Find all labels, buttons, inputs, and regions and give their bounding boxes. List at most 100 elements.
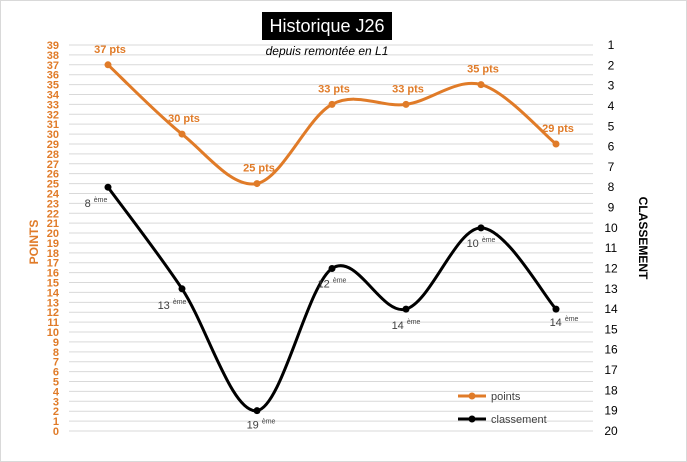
y2-tick-label: 4 — [608, 99, 615, 113]
y2-tick-label: 1 — [608, 38, 615, 52]
classement-data-label: 14 ème — [392, 319, 421, 332]
y2-tick-label: 2 — [608, 58, 615, 72]
y-tick-label: 36 — [47, 70, 59, 82]
y-tick-label: 21 — [47, 218, 59, 230]
points-data-label: 30 pts — [168, 113, 200, 125]
y-tick-label: 38 — [47, 50, 59, 62]
y-tick-label: 35 — [47, 80, 59, 92]
y-tick-label: 27 — [47, 159, 59, 171]
y-tick-label: 34 — [47, 89, 60, 101]
y2-tick-label: 9 — [608, 201, 615, 215]
y-tick-label: 12 — [47, 307, 59, 319]
y2-tick-label: 15 — [604, 322, 618, 336]
y-tick-label: 33 — [47, 99, 59, 111]
y-tick-label: 23 — [47, 198, 59, 210]
y-tick-label: 19 — [47, 238, 59, 250]
ordinal-suffix: ème — [407, 319, 421, 326]
classement-data-label: 14 ème — [550, 316, 579, 329]
classement-data-label: 19 ème — [247, 419, 276, 432]
y-tick-label: 31 — [47, 119, 59, 131]
y2-tick-label: 14 — [604, 302, 618, 316]
ordinal-suffix: ème — [94, 197, 108, 204]
points-marker — [477, 81, 485, 89]
y-axis-title: POINTS — [27, 220, 41, 265]
y2-axis-title: CLASSEMENT — [636, 197, 650, 280]
y-tick-label: 8 — [53, 347, 59, 359]
y-tick-label: 11 — [47, 317, 59, 329]
y2-tick-label: 17 — [604, 363, 618, 377]
points-marker — [178, 130, 186, 138]
classement-marker — [178, 285, 186, 293]
y-tick-label: 1 — [53, 416, 59, 428]
y-tick-label: 26 — [47, 169, 59, 181]
y-tick-label: 30 — [47, 129, 59, 141]
points-marker — [253, 180, 261, 188]
ordinal-suffix: ème — [262, 419, 276, 426]
y2-tick-label: 8 — [608, 180, 615, 194]
points-data-label: 33 pts — [318, 83, 350, 95]
y-tick-label: 15 — [47, 278, 59, 290]
y2-tick-label: 16 — [604, 343, 618, 357]
points-data-label: 35 pts — [467, 64, 499, 76]
legend-classement-label: classement — [491, 414, 547, 426]
points-data-label: 25 pts — [243, 163, 275, 175]
points-marker — [402, 100, 410, 108]
y-tick-label: 24 — [47, 188, 60, 200]
ordinal-suffix: ème — [173, 299, 187, 306]
y-tick-label: 13 — [47, 297, 59, 309]
y2-tick-label: 13 — [604, 282, 618, 296]
classement-marker — [477, 224, 485, 232]
legend-points-marker — [468, 392, 476, 400]
y-tick-label: 14 — [47, 287, 60, 299]
classement-marker — [402, 305, 410, 313]
y-tick-label: 28 — [47, 149, 59, 161]
y-tick-label: 7 — [53, 357, 59, 369]
classement-data-label: 12 ème — [318, 277, 347, 290]
chart-subtitle: depuis remontée en L1 — [265, 44, 389, 58]
y-tick-label: 4 — [53, 386, 60, 398]
y-tick-label: 25 — [47, 179, 59, 191]
classement-data-label: 8 ème — [85, 197, 108, 210]
y-tick-label: 37 — [47, 60, 59, 72]
points-marker — [328, 100, 336, 108]
points-data-label: 37 pts — [94, 44, 126, 56]
classement-marker — [328, 264, 336, 272]
ordinal-suffix: ème — [333, 277, 347, 284]
y2-tick-label: 11 — [605, 241, 618, 255]
classement-marker — [552, 305, 560, 313]
legend-points-label: points — [491, 391, 521, 403]
points-data-label: 33 pts — [392, 83, 424, 95]
classement-marker — [104, 183, 112, 191]
points-marker — [552, 140, 560, 148]
legend-classement-marker — [468, 415, 476, 423]
points-marker — [104, 61, 112, 69]
y-tick-label: 3 — [53, 396, 59, 408]
points-data-label: 29 pts — [542, 123, 574, 135]
classement-data-label: 10 ème — [467, 237, 496, 250]
y-tick-label: 17 — [47, 258, 59, 270]
y-tick-label: 32 — [47, 109, 59, 121]
y-tick-label: 2 — [53, 406, 59, 418]
classement-data-label: 13 ème — [158, 299, 187, 312]
y-tick-label: 22 — [47, 208, 59, 220]
y2-tick-label: 7 — [608, 160, 615, 174]
y-tick-label: 39 — [47, 40, 59, 52]
y-tick-label: 16 — [47, 268, 59, 280]
y-tick-label: 10 — [47, 327, 59, 339]
classement-marker — [253, 407, 261, 415]
y-tick-label: 20 — [47, 228, 59, 240]
y-tick-label: 29 — [47, 139, 59, 151]
y-tick-label: 5 — [53, 377, 59, 389]
y-tick-label: 6 — [53, 367, 59, 379]
y2-tick-label: 20 — [604, 424, 618, 438]
y2-tick-label: 10 — [604, 221, 618, 235]
y-tick-label: 9 — [53, 337, 59, 349]
y-tick-label: 0 — [53, 426, 59, 438]
y2-tick-label: 18 — [604, 383, 618, 397]
y2-tick-label: 3 — [608, 79, 615, 93]
y2-tick-label: 6 — [608, 140, 615, 154]
ordinal-suffix: ème — [565, 316, 579, 323]
y-tick-label: 18 — [47, 248, 59, 260]
